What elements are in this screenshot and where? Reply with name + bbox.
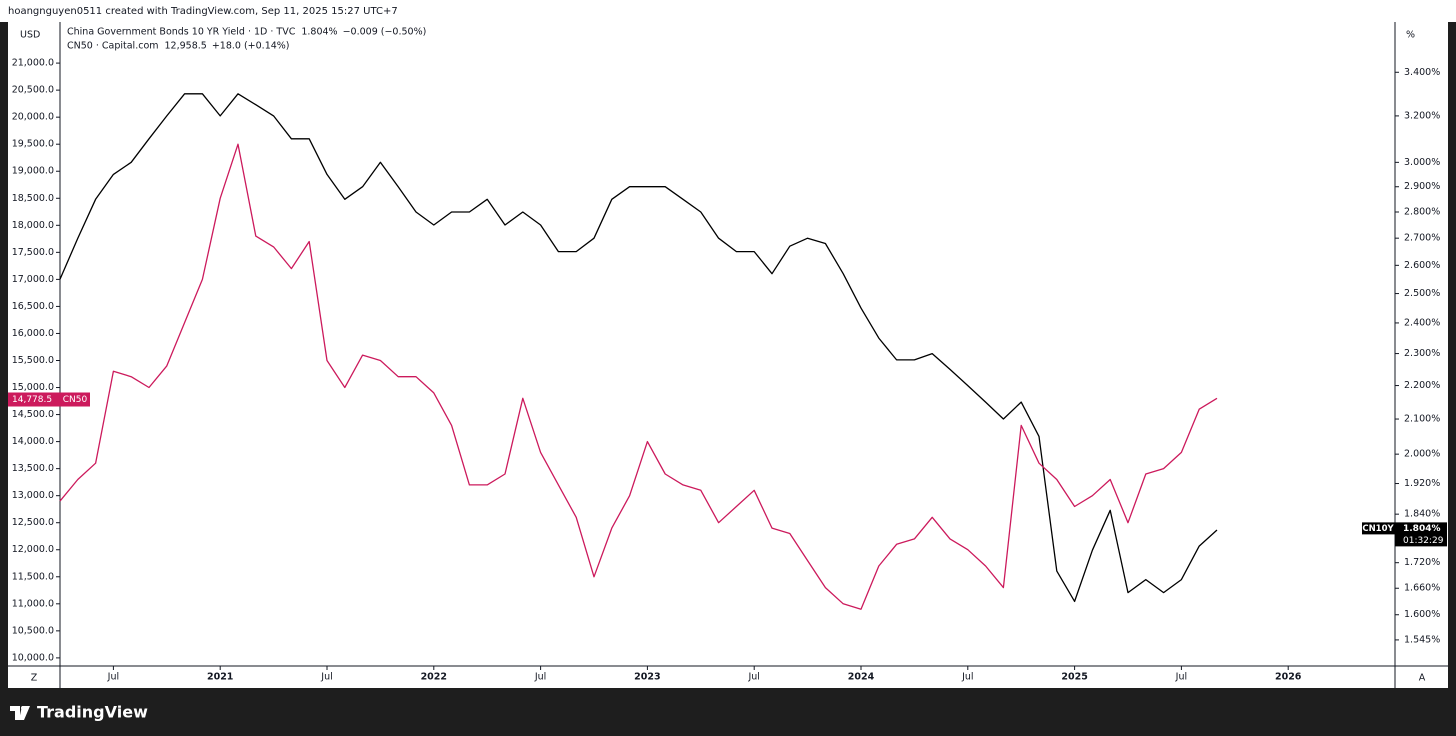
y-tick-label: 14,000.0 (12, 436, 54, 447)
legend-change: −0.009 (−0.50%) (343, 27, 427, 38)
y2-tick-label: 1.920% (1404, 478, 1440, 489)
y-tick-label: 18,500.0 (12, 193, 54, 204)
y2-tick-label: 3.400% (1404, 67, 1440, 78)
credit: hoangnguyen0511 created with TradingView… (8, 6, 398, 17)
x-tick-label: 2025 (1061, 672, 1087, 683)
y2-tick-label: 2.400% (1404, 317, 1440, 328)
y2-tick-label: 2.800% (1404, 207, 1440, 218)
series-line (59, 143, 1218, 610)
y-tick-label: 20,500.0 (12, 85, 54, 96)
y-tick-label: 18,000.0 (12, 220, 54, 231)
corner-left: Z (31, 673, 38, 684)
legend-entry: CN50 · Capital.com 12,958.5 +18.0 (+0.14%) (67, 41, 290, 52)
x-tick-label: 2023 (634, 672, 660, 683)
x-tick-label: Jul (1175, 672, 1187, 683)
y-tick-label: 12,000.0 (12, 544, 54, 555)
price-tag (1395, 522, 1447, 547)
y-tick-label: 11,000.0 (12, 598, 54, 609)
top-bar (0, 0, 1456, 22)
y2-tick-label: 1.660% (1404, 583, 1440, 594)
countdown: 01:32:29 (1403, 536, 1444, 546)
y-tick-label: 15,000.0 (12, 382, 54, 393)
y2-tick-label: 3.000% (1404, 157, 1440, 168)
y-tick-label: 12,500.0 (12, 517, 54, 528)
series-line (59, 93, 1218, 603)
price-tag-label: 1.804% (1403, 524, 1441, 534)
legend-change: +18.0 (+0.14%) (212, 41, 290, 52)
brand: TradingView (37, 703, 148, 722)
left-unit: USD (20, 30, 40, 41)
x-tick-label: Jul (747, 672, 759, 683)
y-tick-label: 11,500.0 (12, 571, 54, 582)
x-tick-label: Jul (320, 672, 332, 683)
brand-logo (10, 706, 30, 720)
y-tick-label: 16,000.0 (12, 328, 54, 339)
x-tick-label: Jul (107, 672, 119, 683)
x-tick-label: 2021 (207, 672, 233, 683)
x-tick-label: 2026 (1275, 672, 1302, 683)
y-tick-label: 15,500.0 (12, 355, 54, 366)
y-tick-label: 10,500.0 (12, 625, 54, 636)
symbol-tag (60, 392, 90, 407)
symbol-tag-label: CN50 (63, 395, 88, 405)
y2-tick-label: 3.200% (1404, 110, 1440, 121)
y-tick-label: 20,000.0 (12, 112, 54, 123)
y2-tick-label: 1.840% (1404, 509, 1440, 520)
legend-last: 12,958.5 (165, 41, 207, 52)
right-unit: % (1406, 30, 1415, 41)
y-tick-label: 17,500.0 (12, 247, 54, 258)
y-tick-label: 21,000.0 (12, 58, 54, 69)
y-tick-label: 13,000.0 (12, 490, 54, 501)
y2-tick-label: 2.700% (1404, 233, 1440, 244)
y2-tick-label: 1.545% (1404, 634, 1440, 645)
legend-entry: China Government Bonds 10 YR Yield · 1D … (67, 27, 426, 38)
y-tick-label: 19,000.0 (12, 166, 54, 177)
y2-tick-label: 2.100% (1404, 414, 1440, 425)
legend-name: China Government Bonds 10 YR Yield · 1D … (67, 27, 296, 38)
x-tick-label: 2024 (848, 672, 875, 683)
y2-tick-label: 2.500% (1404, 288, 1440, 299)
y-tick-label: 16,500.0 (12, 301, 54, 312)
legend-name: CN50 · Capital.com (67, 41, 159, 52)
y-tick-label: 19,500.0 (12, 139, 54, 150)
x-tick-label: 2022 (421, 672, 447, 683)
chart-panel (8, 22, 1448, 688)
corner-right: A (1419, 673, 1426, 684)
x-tick-label: Jul (534, 672, 546, 683)
symbol-tag (1362, 522, 1395, 535)
x-tick-label: Jul (961, 672, 973, 683)
y-tick-label: 13,500.0 (12, 463, 54, 474)
y2-tick-label: 2.300% (1404, 348, 1440, 359)
y-tick-label: 14,500.0 (12, 409, 54, 420)
y2-tick-label: 2.900% (1404, 181, 1440, 192)
price-tag-label: 14,778.5 (12, 395, 52, 405)
y2-tick-label: 1.600% (1404, 609, 1440, 620)
symbol-tag-label: CN10Y (1362, 524, 1394, 534)
y2-tick-label: 2.000% (1404, 449, 1440, 460)
y2-tick-label: 2.200% (1404, 380, 1440, 391)
y-tick-label: 10,000.0 (12, 652, 54, 663)
legend-last: 1.804% (301, 27, 337, 38)
y2-tick-label: 1.720% (1404, 557, 1440, 568)
y2-tick-label: 2.600% (1404, 260, 1440, 271)
y-tick-label: 17,000.0 (12, 274, 54, 285)
price-tag (8, 392, 60, 407)
